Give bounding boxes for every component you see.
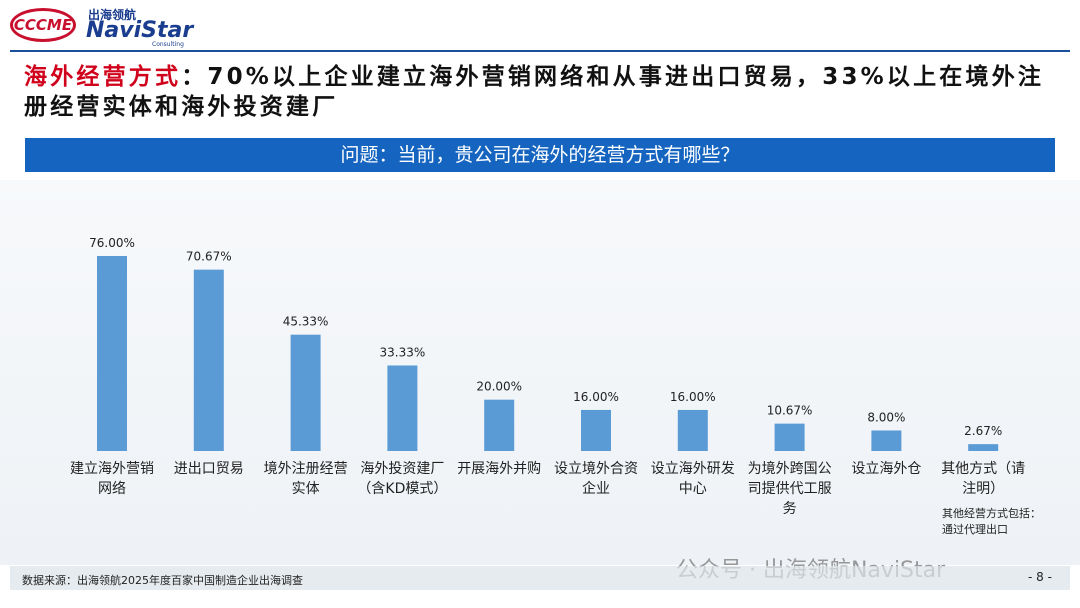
category-label: 境外注册经营实体	[263, 461, 348, 497]
value-label: 45.33%	[283, 315, 329, 329]
bar	[774, 423, 805, 451]
map-background	[0, 180, 1080, 565]
bar	[677, 409, 708, 451]
brand-cn: 出海领航	[88, 8, 137, 22]
category-label: 其他方式（请注明）	[941, 461, 1026, 497]
bar	[387, 365, 418, 451]
annotation: 其他经营方式包括： 通过代理出口	[942, 506, 1041, 538]
value-label: 8.00%	[867, 410, 905, 424]
top-rule	[10, 50, 1070, 52]
question-banner: 问题：当前，贵公司在海外的经营方式有哪些？	[25, 138, 1055, 172]
value-label: 20.00%	[476, 380, 522, 394]
bar	[581, 409, 611, 451]
logo-text: CCCME	[13, 16, 73, 34]
bar	[97, 255, 127, 451]
annotation-line: 其他经营方式包括：	[942, 507, 1041, 520]
bar	[290, 334, 321, 451]
bar	[871, 430, 902, 451]
category-label: 建立海外营销网络	[70, 461, 154, 497]
category-label: 进出口贸易	[173, 461, 244, 477]
bar	[968, 444, 999, 451]
value-label: 70.67%	[186, 250, 232, 264]
annotation-line: 通过代理出口	[942, 523, 1008, 536]
page-number: - 8 -	[1028, 570, 1052, 584]
category-label: 海外投资建厂（含KD模式）	[357, 461, 448, 497]
headline-highlight: 海外经营方式	[24, 64, 182, 90]
category-label: 开展海外并购	[457, 461, 542, 477]
category-label: 为境外跨国公司提供代工服务	[747, 461, 832, 517]
bar	[193, 269, 224, 451]
source: 数据来源：出海领航2025年度百家中国制造企业出海调查	[22, 574, 303, 587]
category-label: 设立海外研发中心	[650, 461, 735, 497]
category-label: 设立境外合资企业	[554, 461, 638, 497]
chart-title: 问题：当前，贵公司在海外的经营方式有哪些？	[340, 144, 740, 166]
headline-text: ：70%以上企业建立海外营销网络和从事进出口贸易，33%以上在境外注册经营实体和…	[24, 64, 1045, 120]
logo: CCCME	[10, 8, 76, 42]
value-label: 16.00%	[670, 390, 716, 404]
value-label: 10.67%	[767, 404, 813, 418]
value-label: 76.00%	[89, 236, 135, 250]
value-label: 2.67%	[964, 424, 1002, 438]
brand-sub: Consulting	[152, 41, 184, 48]
brand-en: NaviStar	[86, 18, 194, 43]
headline: 海外经营方式：70%以上企业建立海外营销网络和从事进出口贸易，33%以上在境外注…	[24, 62, 1059, 122]
footer-band	[10, 566, 1070, 590]
value-label: 16.00%	[573, 390, 619, 404]
category-label: 设立海外仓	[851, 461, 922, 477]
bar	[484, 399, 515, 451]
value-label: 33.33%	[380, 345, 426, 359]
